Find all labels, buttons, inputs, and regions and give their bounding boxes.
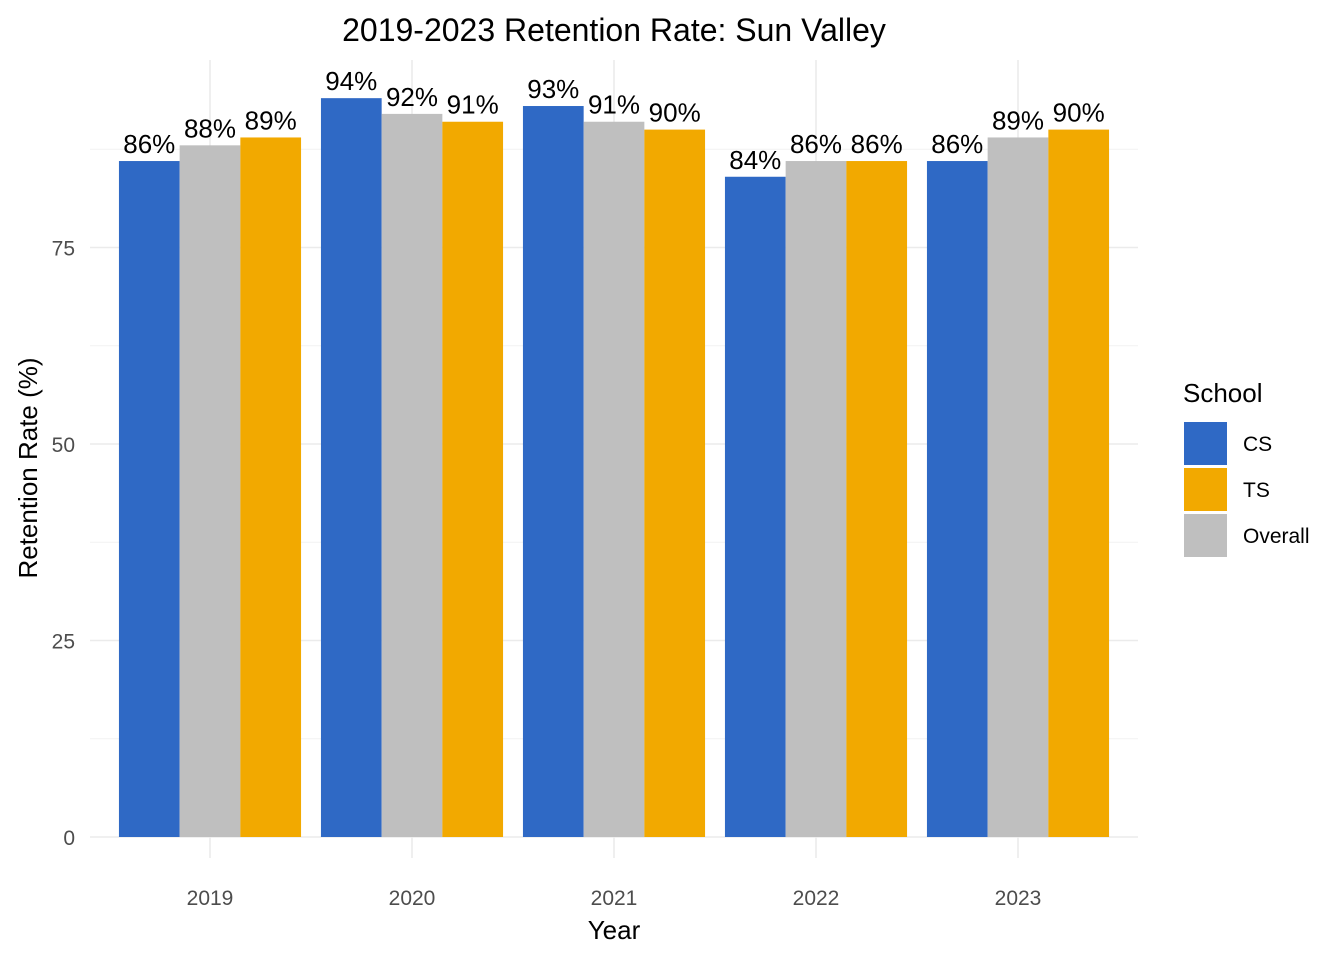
x-tick-label: 2022 xyxy=(793,887,840,910)
bar-value-label: 84% xyxy=(729,145,781,175)
bar-overall-2019 xyxy=(179,145,241,837)
x-tick-label: 2019 xyxy=(187,887,234,910)
y-tick-label: 75 xyxy=(52,238,75,261)
bar-cs-2023 xyxy=(926,161,988,838)
ticks-layer: 0 25 50 75 2019 2020 2021 2022 2023 xyxy=(52,238,1042,911)
bar-ts-2022 xyxy=(846,161,908,838)
bar-overall-2020 xyxy=(381,113,443,837)
x-tick-label: 2020 xyxy=(389,887,436,910)
chart-title: 2019-2023 Retention Rate: Sun Valley xyxy=(342,12,886,48)
bar-value-label: 88% xyxy=(184,113,236,143)
bars-layer xyxy=(118,98,1110,838)
bar-value-label: 91% xyxy=(447,90,499,120)
bar-cs-2022 xyxy=(724,176,786,837)
bar-value-label: 91% xyxy=(588,90,640,120)
bar-value-label: 89% xyxy=(992,105,1044,135)
y-tick-label: 50 xyxy=(52,434,75,457)
legend-label-ts: TS xyxy=(1243,479,1270,502)
y-tick-label: 0 xyxy=(63,827,75,850)
bar-overall-2022 xyxy=(785,161,847,838)
bar-value-label: 92% xyxy=(386,82,438,112)
legend-key-ts xyxy=(1184,468,1227,511)
bar-value-label: 86% xyxy=(790,129,842,159)
bar-ts-2020 xyxy=(442,121,504,838)
x-axis-title: Year xyxy=(588,915,641,945)
bar-ts-2023 xyxy=(1048,129,1110,838)
x-tick-label: 2023 xyxy=(995,887,1042,910)
bar-value-label: 94% xyxy=(325,66,377,96)
bar-value-label: 90% xyxy=(649,98,701,128)
legend: School CS TS Overall xyxy=(1183,378,1310,557)
bar-overall-2021 xyxy=(583,121,645,838)
bar-ts-2021 xyxy=(644,129,706,838)
bar-value-label: 86% xyxy=(123,129,175,159)
legend-label-overall: Overall xyxy=(1243,525,1310,548)
bar-value-label: 90% xyxy=(1053,98,1105,128)
legend-key-cs xyxy=(1184,422,1227,465)
bar-cs-2020 xyxy=(320,98,382,837)
bar-value-label: 86% xyxy=(931,129,983,159)
legend-key-overall xyxy=(1184,514,1227,557)
bar-labels-layer: 86% 94% 93% 84% 86% 88% 92% 91% 86% 89% 89% 91% 90% 8… xyxy=(123,66,1104,175)
bar-value-label: 89% xyxy=(245,105,297,135)
y-axis-title: Retention Rate (%) xyxy=(13,357,43,578)
y-tick-label: 25 xyxy=(52,631,75,654)
legend-label-cs: CS xyxy=(1243,433,1272,456)
bar-value-label: 86% xyxy=(851,129,903,159)
bar-value-label: 93% xyxy=(527,74,579,104)
x-tick-label: 2021 xyxy=(591,887,638,910)
bar-ts-2019 xyxy=(240,137,302,837)
bar-overall-2023 xyxy=(987,137,1049,837)
bar-cs-2021 xyxy=(522,106,584,837)
bar-cs-2019 xyxy=(118,161,180,838)
legend-title: School xyxy=(1183,378,1263,408)
